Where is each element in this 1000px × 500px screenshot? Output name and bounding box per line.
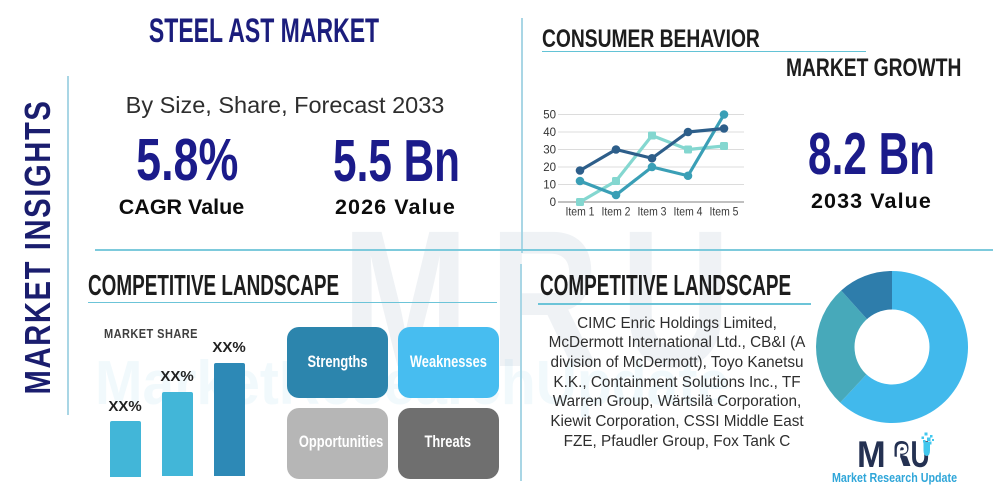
svg-text:10: 10 bbox=[543, 180, 556, 192]
svg-text:Item 5: Item 5 bbox=[710, 205, 739, 219]
svg-text:0: 0 bbox=[550, 197, 556, 209]
svg-text:Item 3: Item 3 bbox=[638, 205, 667, 219]
svg-text:Item 1: Item 1 bbox=[566, 205, 595, 219]
svg-text:Market Research Update: Market Research Update bbox=[832, 470, 957, 485]
svg-text:Item 2: Item 2 bbox=[602, 205, 631, 219]
svg-text:M: M bbox=[857, 434, 886, 475]
svg-text:40: 40 bbox=[543, 127, 556, 139]
svg-text:50: 50 bbox=[543, 110, 556, 122]
svg-text:20: 20 bbox=[543, 162, 556, 174]
svg-text:Item 4: Item 4 bbox=[674, 205, 703, 219]
svg-text:30: 30 bbox=[543, 145, 556, 157]
